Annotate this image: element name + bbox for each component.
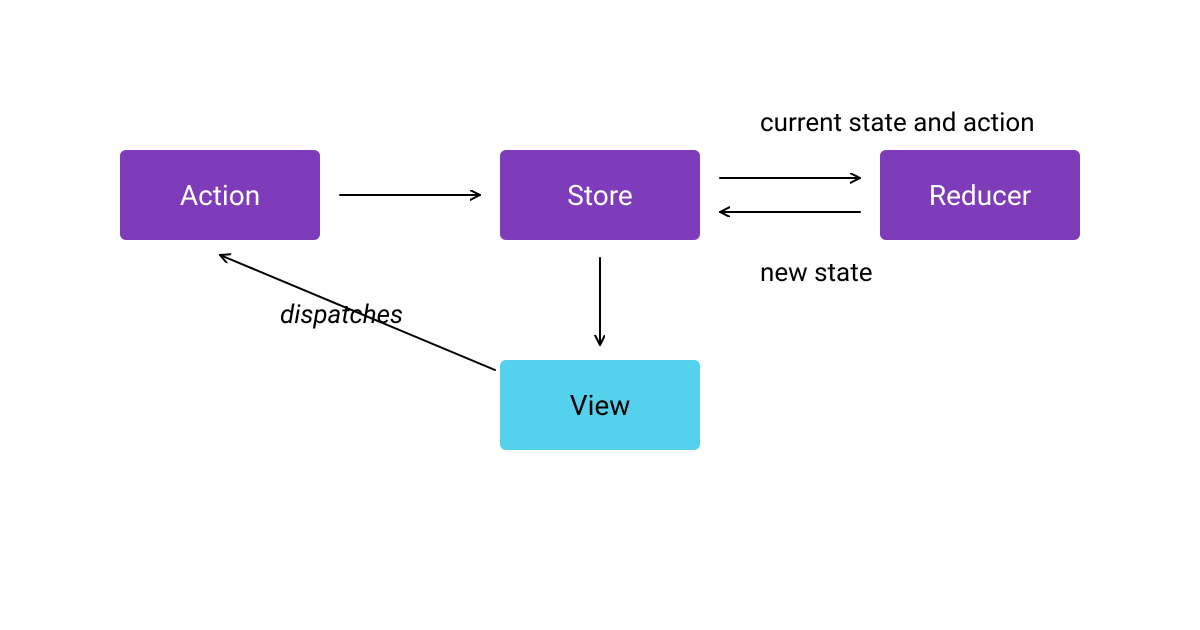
edge-label-dispatches: dispatches <box>280 300 403 330</box>
node-action: Action <box>120 150 320 240</box>
node-view: View <box>500 360 700 450</box>
node-reducer: Reducer <box>880 150 1080 240</box>
node-view-label: View <box>570 389 631 422</box>
node-store: Store <box>500 150 700 240</box>
node-store-label: Store <box>567 179 633 212</box>
diagram-canvas: Action Store Reducer View current state … <box>0 0 1200 630</box>
edge-label-new-state: new state <box>760 258 873 288</box>
arrows-layer <box>0 0 1200 630</box>
node-action-label: Action <box>180 179 260 212</box>
edge-label-current-state-and-action: current state and action <box>760 108 1035 138</box>
node-reducer-label: Reducer <box>929 179 1031 212</box>
